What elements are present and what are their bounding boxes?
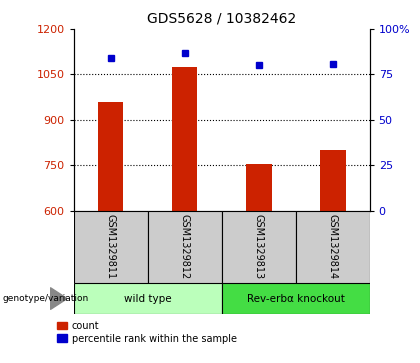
Text: GSM1329813: GSM1329813 [254, 214, 264, 280]
Bar [222, 211, 296, 283]
Text: GSM1329812: GSM1329812 [179, 214, 189, 280]
Bar [172, 67, 197, 211]
Text: genotype/variation: genotype/variation [2, 294, 88, 303]
Text: wild type: wild type [124, 294, 171, 303]
Bar [97, 102, 123, 211]
Bar [246, 164, 271, 211]
Text: GSM1329811: GSM1329811 [105, 214, 116, 280]
Bar [74, 283, 222, 314]
Title: GDS5628 / 10382462: GDS5628 / 10382462 [147, 11, 296, 25]
Bar [147, 211, 222, 283]
Bar [320, 150, 346, 211]
Bar [296, 211, 370, 283]
Text: Rev-erbα knockout: Rev-erbα knockout [247, 294, 344, 303]
Bar [74, 211, 147, 283]
Bar [222, 283, 370, 314]
Polygon shape [50, 287, 67, 309]
Legend: count, percentile rank within the sample: count, percentile rank within the sample [58, 321, 237, 344]
Text: GSM1329814: GSM1329814 [328, 214, 338, 280]
